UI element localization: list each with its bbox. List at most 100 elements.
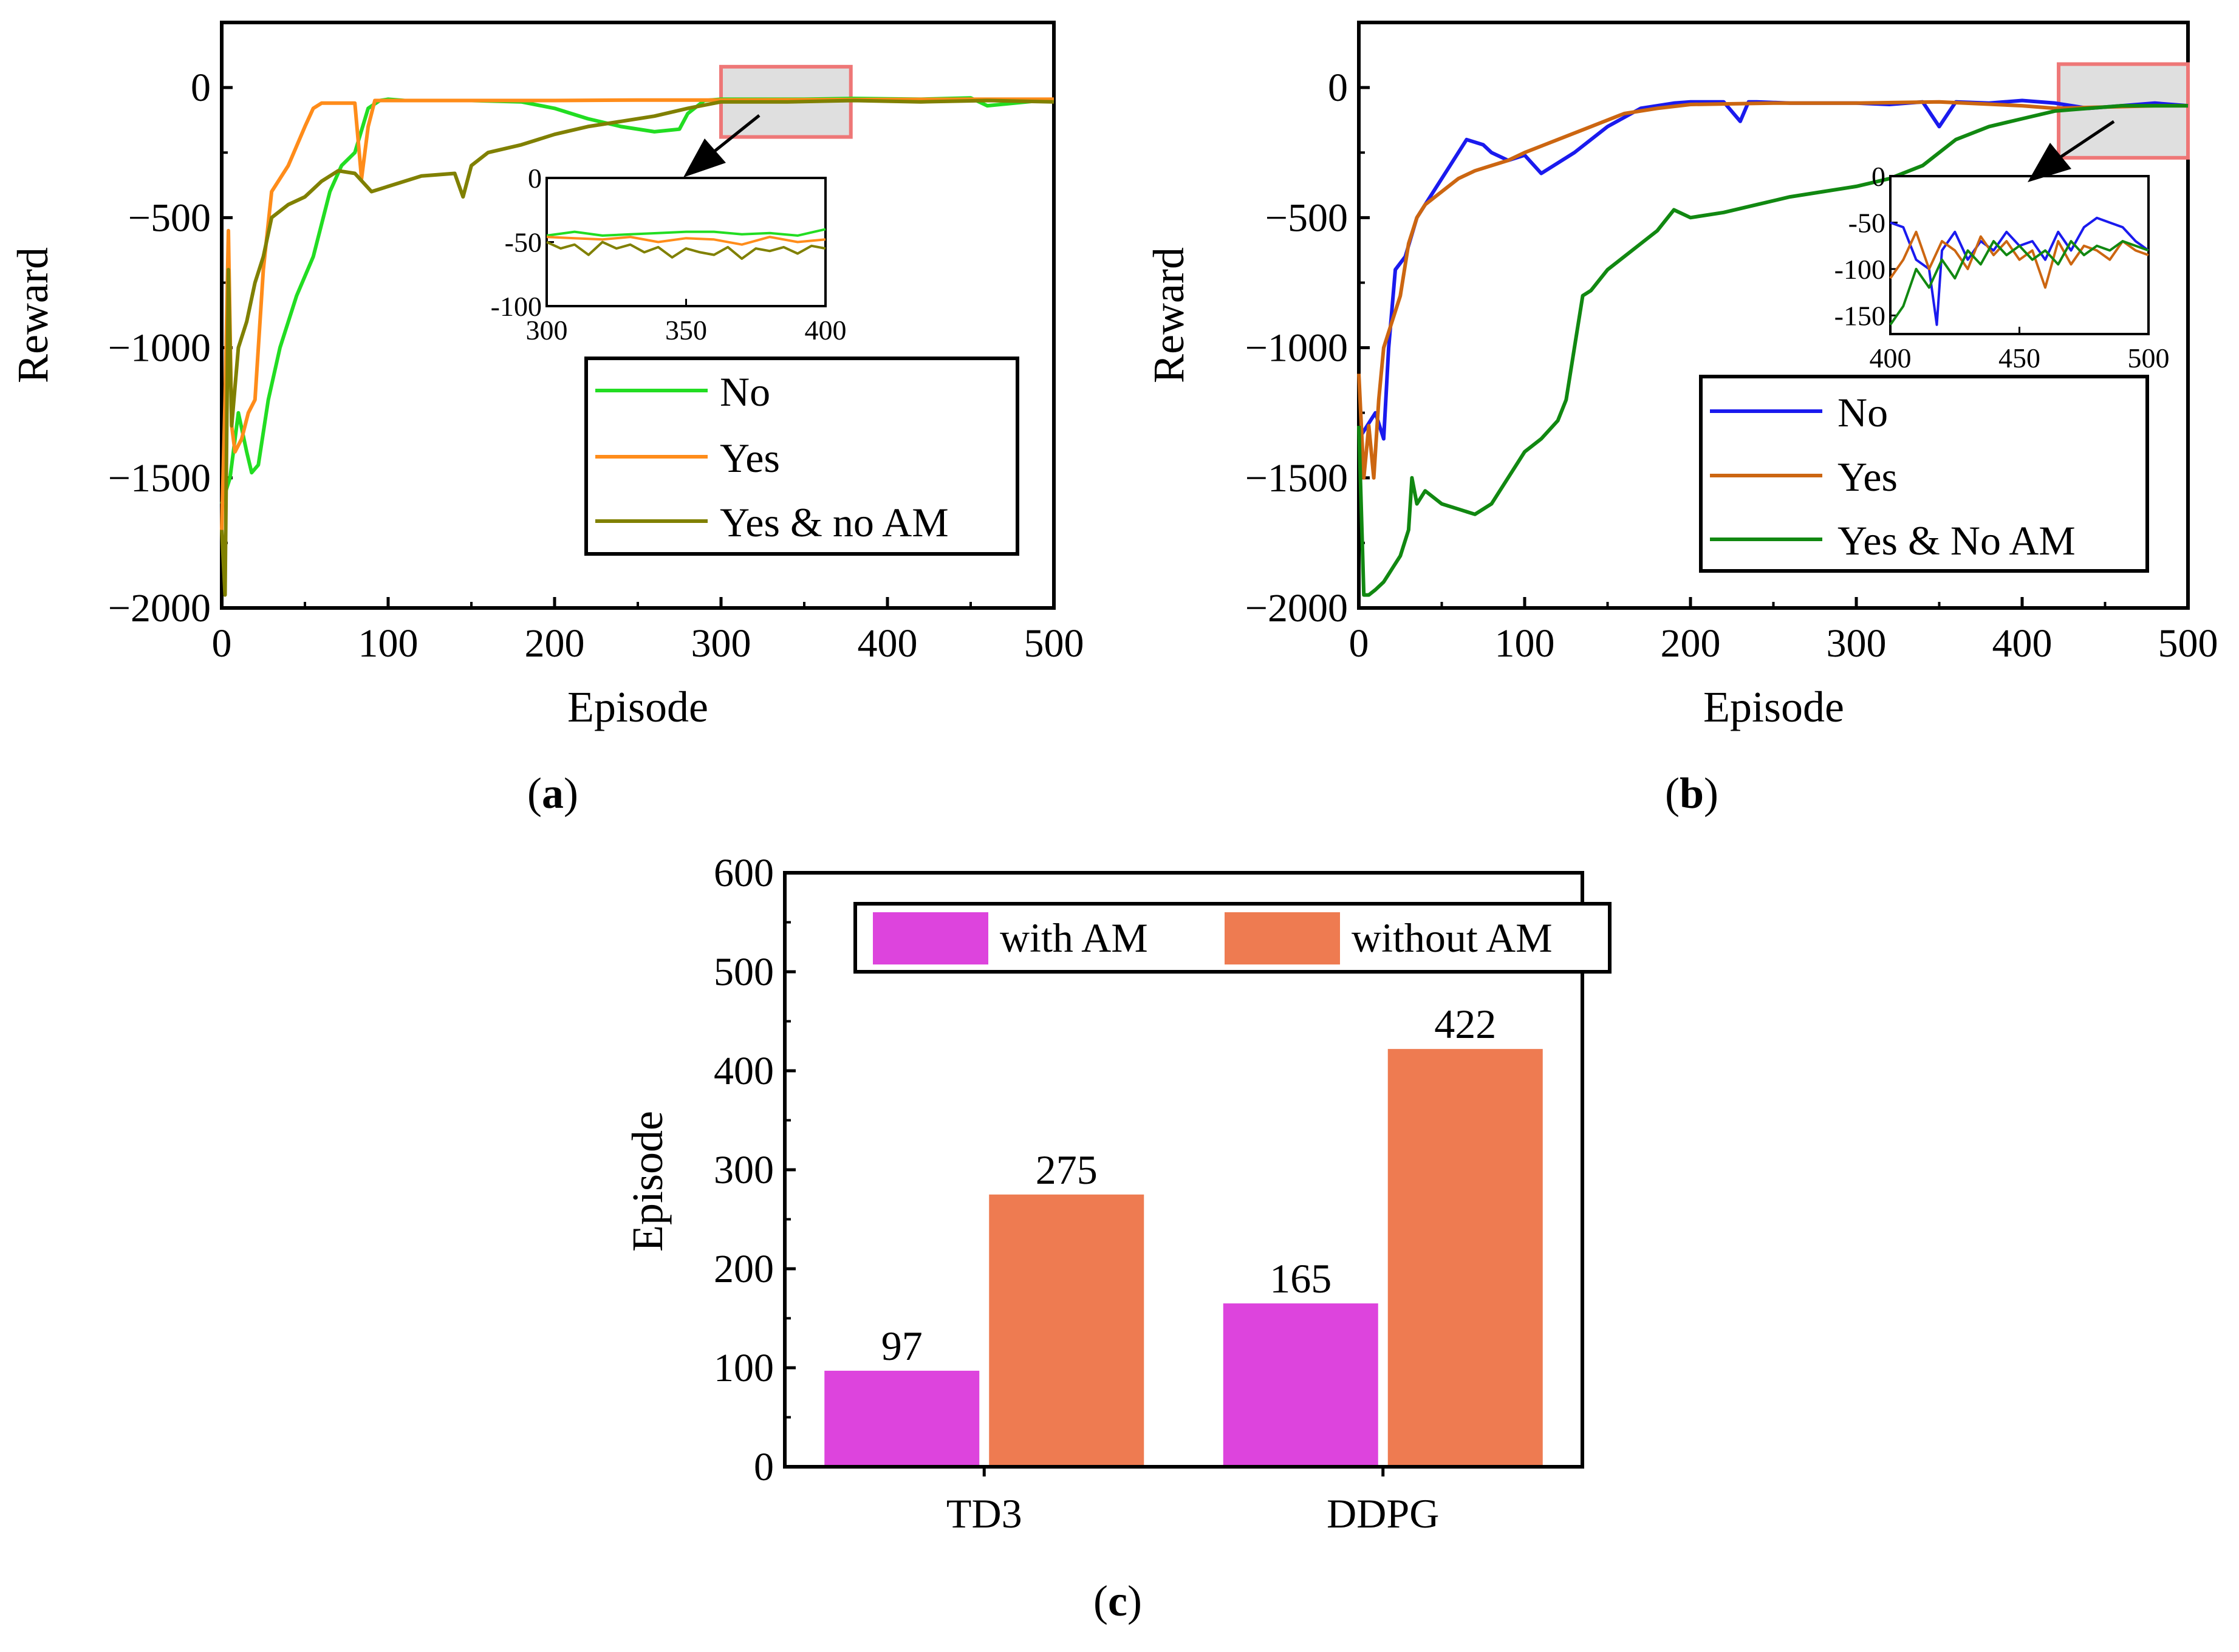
- y-tick-label: −2000: [108, 586, 211, 630]
- inset-x-tick-label: 350: [665, 315, 707, 346]
- inset-y-tick-label: -50: [505, 227, 542, 258]
- panel-b-zoom-arrowhead: [2028, 143, 2071, 182]
- legend-label-no: No: [720, 369, 770, 415]
- panel-b-ylabel: Reward: [1144, 247, 1193, 383]
- x-tick-label: 100: [1495, 621, 1555, 666]
- panel-a-legend: No Yes Yes & no AM: [584, 357, 1019, 556]
- inset-series-line-no: [1890, 216, 2150, 326]
- panel-a-xlabel: Episode: [567, 683, 708, 731]
- y-tick-label: −1000: [108, 326, 211, 370]
- legend-label-no: No: [1837, 389, 1888, 435]
- panel-a-zoom-arrow-line: [713, 114, 761, 153]
- panel-c-ylabel: Episode: [623, 1111, 672, 1252]
- y-tick-label: −2000: [1245, 586, 1348, 630]
- panel-b-inset-lines: [1889, 216, 2150, 326]
- y-tick-label: 400: [714, 1049, 774, 1093]
- panel-b-zoom-arrow-line: [2058, 120, 2115, 160]
- x-tick-label: 100: [358, 621, 419, 666]
- panel-a-ticks: 0 100 200 300 400 500 0 −500 −1000 −1500 −2000: [108, 66, 1084, 666]
- panel-a-ylabel: Reward: [9, 247, 57, 383]
- panel-c-legend: with AM without AM: [853, 902, 1612, 974]
- x-tick-label: 200: [525, 621, 585, 666]
- inset-y-tick-label: -100: [1834, 254, 1885, 285]
- bar-value-label-ddpg-without-am: 422: [1434, 1001, 1496, 1047]
- panel-b-ticks: 0 100 200 300 400 500 0 −500 −1000 −1500 −2000: [1245, 66, 2218, 666]
- panel-b-legend: No Yes Yes & No AM: [1699, 375, 2149, 573]
- inset-x-tick-label: 400: [1870, 343, 1912, 374]
- series-line-yes-no-am: [220, 98, 1055, 597]
- x-tick-label: 300: [691, 621, 751, 666]
- inset-y-tick-label: -150: [1834, 300, 1885, 331]
- inset-y-tick-label: 0: [1872, 161, 1885, 192]
- y-tick-label: 500: [714, 950, 774, 994]
- legend-swatch-with-am: [873, 912, 988, 964]
- panel-a-caption-letter: a: [542, 769, 564, 817]
- inset-x-tick-label: 400: [805, 315, 847, 346]
- bar-value-label-ddpg-with-am: 165: [1270, 1255, 1331, 1302]
- panel-b-caption-letter: b: [1680, 769, 1704, 817]
- y-tick-label: −500: [1265, 196, 1348, 240]
- x-tick-label: 500: [2158, 621, 2218, 666]
- y-tick-label: −1000: [1245, 326, 1348, 370]
- inset-x-tick-label: 450: [1998, 343, 2040, 374]
- panel-a-caption: (a): [527, 769, 578, 817]
- y-tick-label: −500: [128, 196, 211, 240]
- inset-x-tick-label: 300: [526, 315, 568, 346]
- inset-series-line-yes: [1889, 230, 2149, 289]
- inset-x-tick-label: 500: [2128, 343, 2170, 374]
- category-label-ddpg: DDPG: [1327, 1490, 1439, 1537]
- panel-b-inset: 400 450 500 0 -50 -100 -150: [1834, 161, 2170, 374]
- x-tick-label: 400: [858, 621, 918, 666]
- series-line-yes: [1357, 100, 2188, 480]
- inset-y-tick-label: 0: [528, 163, 542, 194]
- panel-b: Reward Episode 0 100 200 300 400 500 0 −500 −100…: [1144, 21, 2218, 817]
- bar-value-label-td3-without-am: 275: [1036, 1147, 1098, 1193]
- legend-label-yes-no-am: Yes & no AM: [720, 499, 949, 545]
- bar-value-label-td3-with-am: 97: [881, 1323, 923, 1369]
- series-line-yes: [220, 97, 1054, 530]
- x-tick-label: 500: [1024, 621, 1084, 666]
- y-tick-label: 0: [1328, 66, 1348, 110]
- panel-c-ticks: 0 100 200 300 400 500 600 TD3 DDPG: [714, 851, 1439, 1537]
- y-tick-label: −1500: [1245, 456, 1348, 500]
- inset-series-line-yes-no-am: [1889, 240, 2149, 326]
- panel-a-inset-ticks: 300 350 400 0 -50 -100: [491, 163, 847, 346]
- bar-td3-without-am: [989, 1194, 1144, 1467]
- inset-series-line-yes-no-am: [546, 241, 826, 260]
- legend-label-without-am: without AM: [1352, 915, 1553, 961]
- bar-ddpg-without-am: [1387, 1049, 1543, 1467]
- legend-label-yes: Yes: [720, 435, 780, 481]
- panel-c-caption-letter: c: [1108, 1577, 1127, 1625]
- panel-c-bars: 97 275 165 422: [824, 1001, 1543, 1467]
- panel-a-series-lines: [220, 96, 1055, 597]
- panel-c-axes-frame: [783, 871, 1584, 1469]
- y-tick-label: 0: [191, 66, 211, 110]
- legend-label-with-am: with AM: [1000, 915, 1148, 961]
- y-tick-label: 600: [714, 851, 774, 895]
- x-tick-label: 400: [1992, 621, 2053, 666]
- x-tick-label: 300: [1827, 621, 1887, 666]
- bar-ddpg-with-am: [1223, 1303, 1378, 1467]
- legend-label-yes: Yes: [1837, 454, 1898, 500]
- panel-c-caption: (c): [1093, 1577, 1142, 1625]
- panel-c: Episode 0 100 200 300 400 500 600 TD3 DDPG 97 275…: [623, 851, 1612, 1625]
- y-tick-label: 200: [714, 1247, 774, 1291]
- panel-b-xlabel: Episode: [1703, 683, 1844, 731]
- inset-y-tick-label: -50: [1848, 207, 1885, 238]
- inset-series-line-yes: [546, 236, 826, 246]
- panel-b-inset-frame: [1889, 175, 2150, 335]
- inset-series-line-no: [546, 228, 826, 237]
- x-tick-label: 0: [212, 621, 232, 666]
- inset-y-tick-label: -100: [491, 291, 542, 322]
- panel-b-caption: (b): [1665, 769, 1718, 817]
- y-tick-label: −1500: [108, 456, 211, 500]
- panel-a-zoom-arrowhead: [683, 138, 726, 177]
- category-label-td3: TD3: [946, 1490, 1022, 1537]
- legend-swatch-without-am: [1225, 912, 1340, 964]
- y-tick-label: 300: [714, 1148, 774, 1192]
- x-tick-label: 200: [1661, 621, 1721, 666]
- panel-a-inset: 300 350 400 0 -50 -100: [491, 163, 847, 346]
- y-tick-label: 100: [714, 1346, 774, 1390]
- panel-a: Reward Episode 0 100 200 300 400 500 0 −500 −100…: [9, 21, 1084, 817]
- legend-label-yes-no-am: Yes & No AM: [1837, 517, 2076, 564]
